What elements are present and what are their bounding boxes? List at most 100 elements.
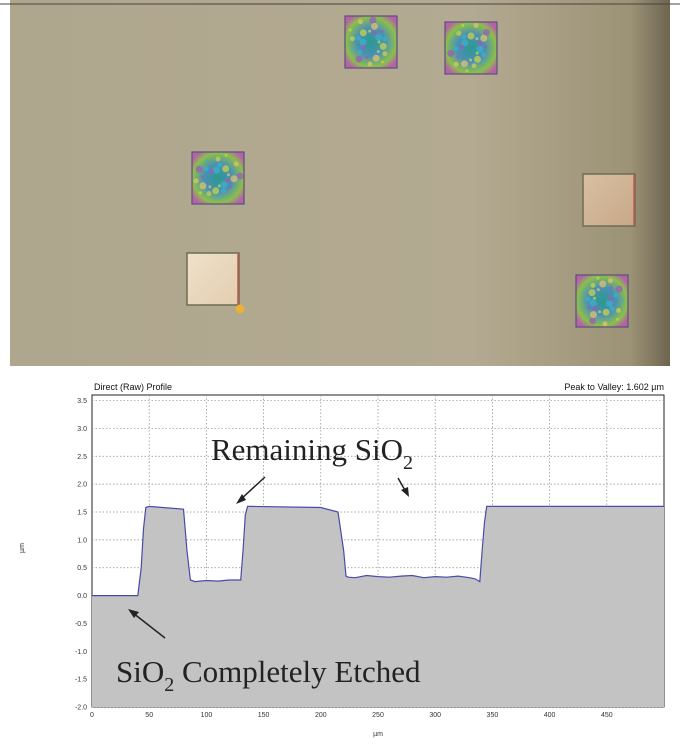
pad-speckle (225, 178, 231, 184)
pad-speckle (220, 181, 228, 189)
pad-speckle (206, 191, 212, 197)
pad-speckle (349, 36, 355, 42)
pad-speckle (473, 23, 479, 28)
pad-speckle (596, 276, 600, 280)
y-tick-label: 1.5 (77, 510, 87, 517)
pad-speckle (198, 191, 202, 195)
y-tick-label: -1.0 (75, 649, 87, 656)
y-tick-label: -0.5 (75, 621, 87, 628)
pad-speckle (230, 175, 238, 183)
pad-speckle (613, 292, 619, 298)
debris-particle (235, 304, 245, 314)
pad-speckle (377, 40, 381, 44)
pad-speckle (476, 45, 484, 53)
pad-speckle (456, 55, 460, 59)
y-tick-label: 2.0 (77, 482, 87, 489)
pad-speckle (453, 46, 459, 52)
pad-speckle (477, 41, 483, 47)
pad-speckle (372, 54, 380, 62)
pad-speckle (220, 188, 226, 194)
x-tick-label: 50 (145, 712, 153, 719)
pad-speckle (461, 34, 467, 40)
pad-speckle (602, 308, 610, 316)
x-tick-label: 400 (544, 712, 556, 719)
y-axis-label: µm (19, 543, 26, 553)
x-tick-label: 200 (315, 712, 327, 719)
pad-speckle (461, 39, 469, 47)
pad-speckle (602, 321, 608, 327)
y-tick-label: -1.5 (75, 677, 87, 684)
y-tick-label: -2.0 (75, 705, 87, 712)
pad-speckle (236, 172, 244, 180)
pad-speckle (585, 296, 591, 302)
pad-speckle (590, 282, 596, 288)
x-axis-label: µm (373, 731, 383, 738)
x-tick-label: 100 (201, 712, 213, 719)
chart-title: Direct (Raw) Profile (94, 382, 172, 392)
pad-speckle (620, 298, 624, 302)
pad-speckle (475, 37, 479, 41)
x-tick-label: 150 (258, 712, 270, 719)
pad-speckle (459, 44, 465, 50)
pad-speckle (372, 30, 378, 36)
pad-speckle (471, 63, 477, 69)
pad-speckle (586, 305, 590, 309)
pad-speckle (480, 34, 488, 42)
pad-speckle (209, 169, 215, 175)
y-tick-label: 0.5 (77, 565, 87, 572)
pad-speckle (361, 44, 367, 50)
pad-speckle (369, 16, 377, 24)
pad-speckle (598, 310, 602, 314)
y-tick-label: 3.0 (77, 426, 87, 433)
pad-speckle (205, 159, 209, 163)
pad-speckle (379, 42, 387, 50)
x-tick-label: 350 (487, 712, 499, 719)
y-tick-label: 3.5 (77, 398, 87, 405)
pad-speckle (203, 166, 209, 172)
micrograph-image (0, 0, 680, 366)
pad-speckle (453, 61, 459, 67)
pad-speckle (212, 166, 220, 174)
pad-speckle (359, 29, 367, 37)
pad-speckle (599, 280, 607, 288)
pad-speckle (474, 55, 481, 63)
pad-speckle (381, 60, 384, 64)
pad-speckle (480, 52, 486, 57)
pad-speckle (456, 30, 462, 36)
pad-speckle (589, 311, 597, 318)
pad-speckle (193, 178, 199, 184)
profile-area (92, 506, 664, 707)
pad-speckle (365, 56, 369, 59)
pad-speckle (222, 165, 230, 173)
pad-speckle (382, 36, 388, 42)
pad-speckle (376, 50, 380, 53)
arrowhead-etched (128, 609, 139, 618)
pad-speckle (483, 28, 491, 36)
pad-speckle (589, 299, 597, 307)
pad-speckle (348, 28, 352, 32)
oxide-pad (582, 173, 636, 227)
pad-speckle (375, 33, 383, 41)
pad-speckle (596, 288, 600, 292)
pad-speckle (217, 162, 223, 168)
pad-speckle (607, 278, 613, 284)
profile-line (92, 505, 664, 597)
pad-speckle (212, 187, 220, 195)
pad-speckle (357, 49, 363, 55)
arrow-etched (132, 612, 166, 639)
pad-speckle (355, 55, 363, 63)
pad-speckle (450, 40, 454, 44)
pad-speckle (469, 58, 472, 62)
etched-pad (444, 21, 498, 75)
pad-speckle (224, 153, 228, 157)
pad-speckle (461, 23, 465, 27)
pad-speckle (588, 289, 596, 297)
pad-speckle (447, 49, 455, 57)
x-tick-label: 300 (429, 712, 441, 719)
pad-speckle (616, 308, 621, 313)
pad-speckle (475, 51, 479, 55)
pad-speckle (217, 195, 221, 199)
pad-speckle (233, 161, 239, 167)
pad-speckle (368, 29, 372, 33)
pad-speckle (228, 185, 232, 189)
